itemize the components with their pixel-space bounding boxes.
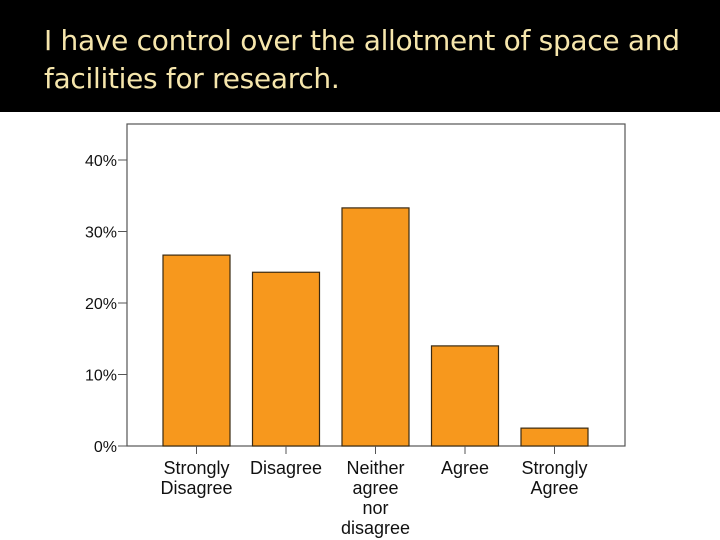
bar xyxy=(520,427,589,447)
x-tick-label: Agree xyxy=(441,458,489,478)
title-bar xyxy=(0,0,720,112)
y-tick-label: 10% xyxy=(85,368,117,385)
x-tick-label: disagree xyxy=(341,518,410,538)
bar xyxy=(162,254,231,447)
bar xyxy=(430,345,500,447)
x-tick-label: Strongly xyxy=(163,458,229,478)
x-tick-label: nor xyxy=(362,498,388,518)
x-tick-label: Agree xyxy=(530,478,578,498)
x-tick-label: Disagree xyxy=(250,458,322,478)
x-tick-label: Strongly xyxy=(521,458,587,478)
bar xyxy=(251,271,321,447)
y-tick-label: 0% xyxy=(94,439,117,456)
x-tick-label: Disagree xyxy=(160,478,232,498)
y-tick-label: 20% xyxy=(85,296,117,313)
y-tick-label: 30% xyxy=(85,225,117,242)
slide-title: I have control over the allotment of spa… xyxy=(44,24,680,95)
y-tick-label: 40% xyxy=(85,153,117,170)
bar xyxy=(341,207,410,447)
x-tick-label: Neither xyxy=(346,458,404,478)
x-tick-label: agree xyxy=(352,478,398,498)
